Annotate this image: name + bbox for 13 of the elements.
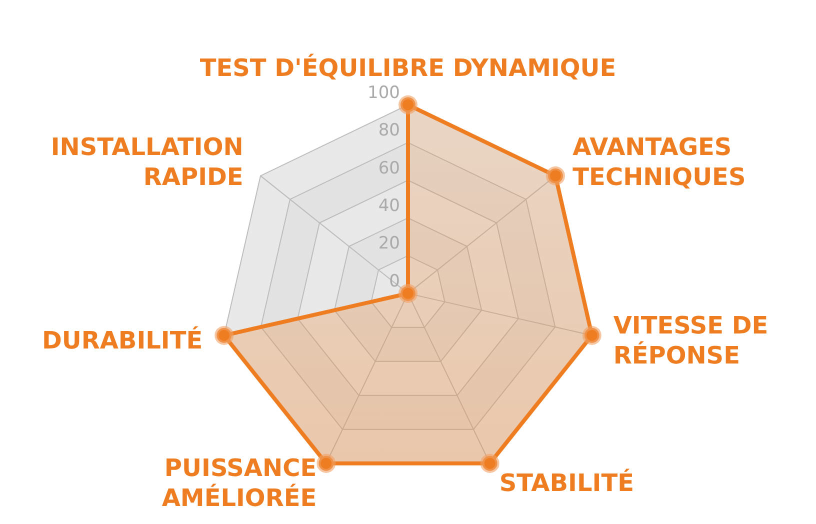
spoke-label: INSTALLATION RAPIDE bbox=[50, 133, 244, 192]
spoke-label: PUISSANCE AMÉLIORÉE bbox=[162, 454, 317, 512]
y-tick-label: 0 bbox=[389, 271, 400, 292]
y-tick-label: 60 bbox=[378, 158, 400, 178]
spoke-label: TEST D'ÉQUILIBRE DYNAMIQUE bbox=[200, 52, 616, 82]
spoke-label: DURABILITÉ bbox=[42, 325, 203, 354]
spoke-label: AVANTAGES TECHNIQUES bbox=[572, 133, 746, 192]
spoke-label: VITESSE DE RÉPONSE bbox=[613, 311, 768, 370]
y-tick-label: 40 bbox=[378, 196, 400, 216]
y-tick-label: 20 bbox=[378, 234, 400, 254]
spoke-label: STABILITÉ bbox=[499, 468, 634, 498]
y-tick-label: 100 bbox=[368, 82, 400, 103]
y-tick-label: 80 bbox=[378, 120, 400, 141]
